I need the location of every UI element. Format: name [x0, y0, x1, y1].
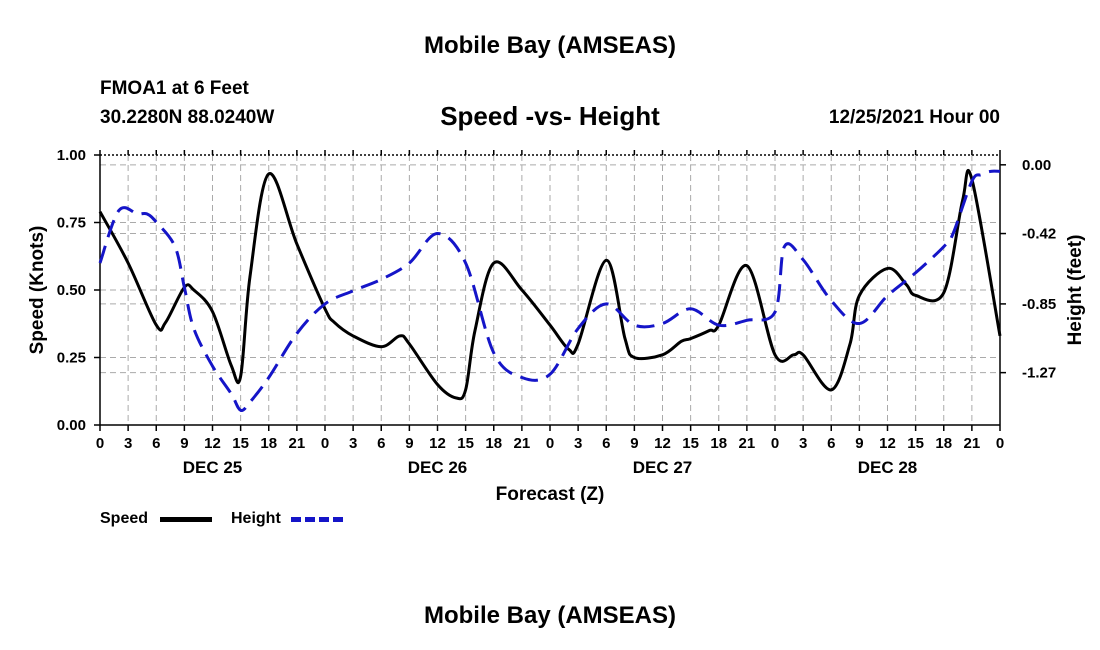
x-tick-label: 3: [349, 435, 357, 452]
y2-axis-title: Height (feet): [1065, 235, 1086, 346]
y2-tick-label: 0.00: [1022, 157, 1051, 174]
x-tick-label: 12: [429, 435, 446, 452]
y-tick-label: 0.25: [57, 350, 86, 367]
x-tick-label: 6: [827, 435, 835, 452]
x-tick-label: 6: [602, 435, 610, 452]
day-label: DEC 26: [408, 458, 468, 477]
legend-height-swatch: [291, 517, 343, 522]
height-series-line: [98, 169, 1001, 413]
speed-height-chart: 0 3 6 9 12 15 18 21 0 3 6 9 12 15 18 21 0 3 6 9 12 15 18 21 0 3 6 9…: [27, 147, 1086, 505]
x-tick-label: 0: [546, 435, 554, 452]
x-tick-label: 21: [514, 435, 531, 452]
day-label: DEC 25: [183, 458, 243, 477]
day-label: DEC 28: [858, 458, 918, 477]
x-tick-label: 9: [855, 435, 863, 452]
x-tick-label: 18: [935, 435, 952, 452]
y-tick-label: 1.00: [57, 147, 86, 164]
page-title: Mobile Bay (AMSEAS): [423, 32, 677, 59]
x-tick-label: 21: [289, 435, 306, 452]
speed-series-line: [98, 169, 1002, 401]
legend-speed-swatch: [160, 517, 212, 522]
x-tick-label: 9: [180, 435, 188, 452]
x-tick-label: 15: [682, 435, 699, 452]
legend-speed-label: Speed: [100, 510, 149, 527]
run-time-label: 12/25/2021 Hour 00: [828, 107, 1000, 128]
x-tick-label: 21: [964, 435, 981, 452]
x-tick-label: 15: [457, 435, 474, 452]
x-tick-label: 0: [771, 435, 779, 452]
x-tick-label: 9: [405, 435, 413, 452]
x-tick-label: 15: [232, 435, 249, 452]
day-label: DEC 27: [633, 458, 693, 477]
y-tick-label: 0.50: [57, 282, 86, 299]
x-tick-label: 3: [574, 435, 582, 452]
y-axis-title: Speed (Knots): [27, 226, 48, 355]
x-tick-label: 3: [799, 435, 807, 452]
x-tick-label: 0: [996, 435, 1004, 452]
station-label: FMOA1 at 6 Feet: [100, 78, 249, 99]
y-tick-label: 0.75: [57, 215, 86, 232]
x-tick-label: 12: [879, 435, 896, 452]
coords-label: 30.2280N 88.0240W: [100, 107, 275, 128]
x-tick-label: 15: [907, 435, 924, 452]
x-tick-label: 0: [321, 435, 329, 452]
x-axis-title: Forecast (Z): [496, 484, 605, 505]
x-tick-label: 18: [260, 435, 277, 452]
x-tick-label: 12: [654, 435, 671, 452]
x-tick-label: 18: [710, 435, 727, 452]
x-tick-label: 6: [152, 435, 160, 452]
y2-tick-label: -0.42: [1022, 226, 1056, 243]
x-tick-label: 18: [485, 435, 502, 452]
x-tick-label: 21: [739, 435, 756, 452]
x-tick-label: 3: [124, 435, 132, 452]
legend-height-label: Height: [231, 510, 281, 527]
x-tick-label: 12: [204, 435, 221, 452]
y2-tick-label: -0.85: [1022, 296, 1056, 313]
y2-tick-label: -1.27: [1022, 365, 1056, 382]
y-tick-label: 0.00: [57, 417, 86, 434]
x-tick-label: 0: [96, 435, 104, 452]
footer-title: Mobile Bay (AMSEAS): [423, 602, 677, 629]
x-tick-label: 9: [630, 435, 638, 452]
x-tick-label: 6: [377, 435, 385, 452]
chart-title: Speed -vs- Height: [440, 101, 660, 131]
